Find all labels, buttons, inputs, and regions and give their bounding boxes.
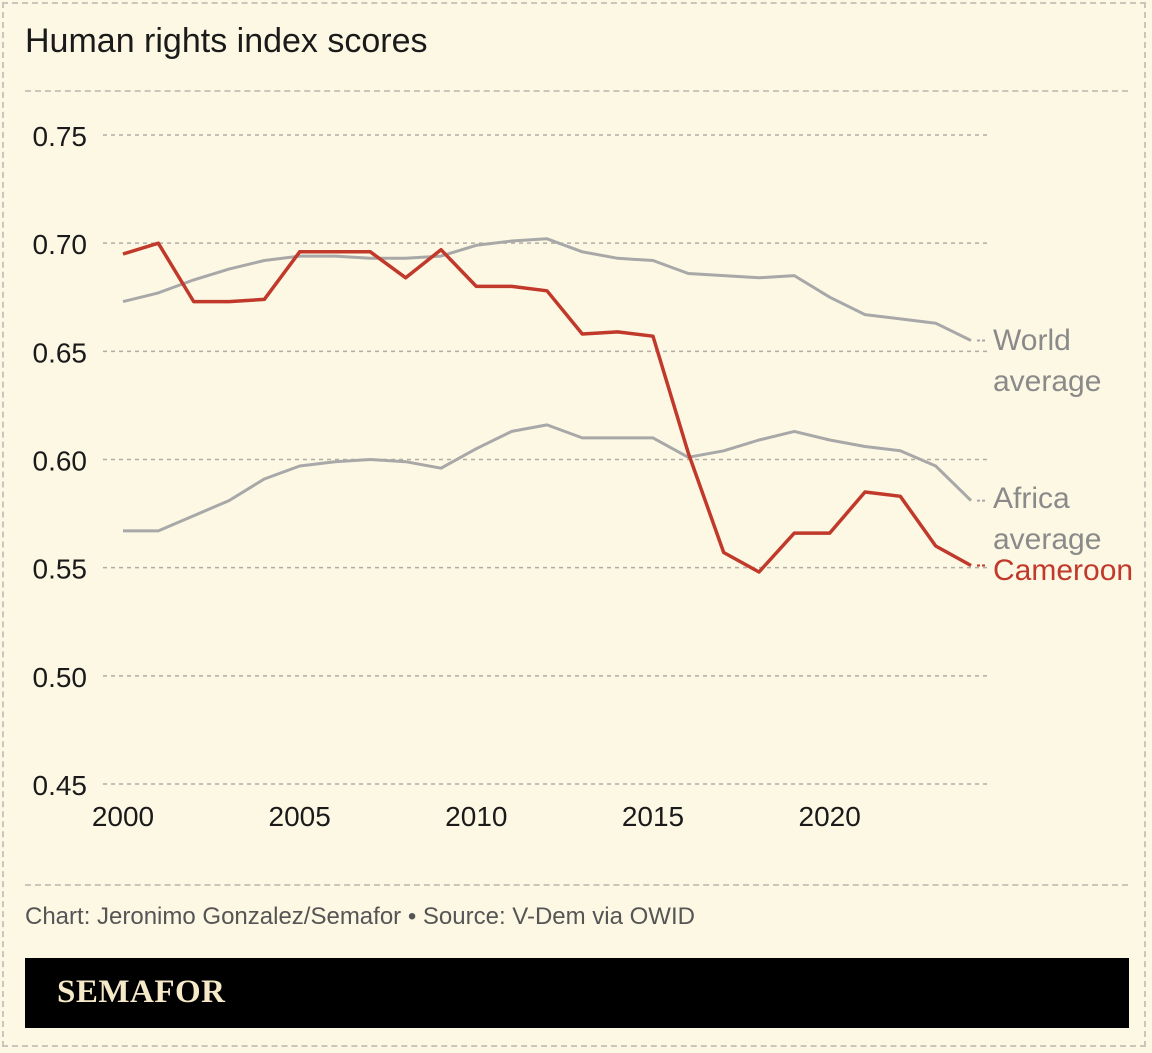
top-divider (25, 90, 1128, 92)
x-tick-label: 2005 (269, 801, 331, 832)
series-line-world-average (122, 237, 972, 342)
series-label: Africa (993, 482, 1070, 515)
y-tick-label: 0.55 (33, 554, 88, 585)
series-label: average (993, 365, 1101, 398)
series-label: Cameroon (993, 554, 1133, 587)
y-tick-label: 0.70 (33, 229, 88, 260)
y-axis: 0.45 0.50 0.55 0.60 0.65 0.70 0.75 (33, 121, 88, 801)
y-tick-label: 0.75 (33, 121, 88, 152)
x-tick-label: 2010 (445, 801, 507, 832)
bottom-divider (25, 884, 1128, 886)
series-lines (122, 237, 973, 574)
y-tick-label: 0.45 (33, 770, 88, 801)
series-label: average (993, 523, 1101, 556)
grid-lines (103, 134, 990, 785)
x-tick-label: 2020 (799, 801, 861, 832)
series-label: World (993, 324, 1071, 357)
y-tick-label: 0.50 (33, 662, 88, 693)
x-axis: 2000 2005 2010 2015 2020 (92, 801, 861, 832)
semafor-logo: SEMAFOR (57, 974, 226, 1010)
series-line-africa-average (123, 423, 973, 533)
source-credit: Chart: Jeronimo Gonzalez/Semafor • Sourc… (25, 903, 695, 930)
y-tick-label: 0.60 (33, 446, 88, 477)
chart-title: Human rights index scores (25, 22, 428, 60)
x-tick-label: 2000 (92, 801, 154, 832)
x-tick-label: 2015 (622, 801, 684, 832)
series-line-cameroon (122, 241, 972, 574)
brand-bar: SEMAFOR (25, 958, 1129, 1028)
y-tick-label: 0.65 (33, 337, 88, 368)
